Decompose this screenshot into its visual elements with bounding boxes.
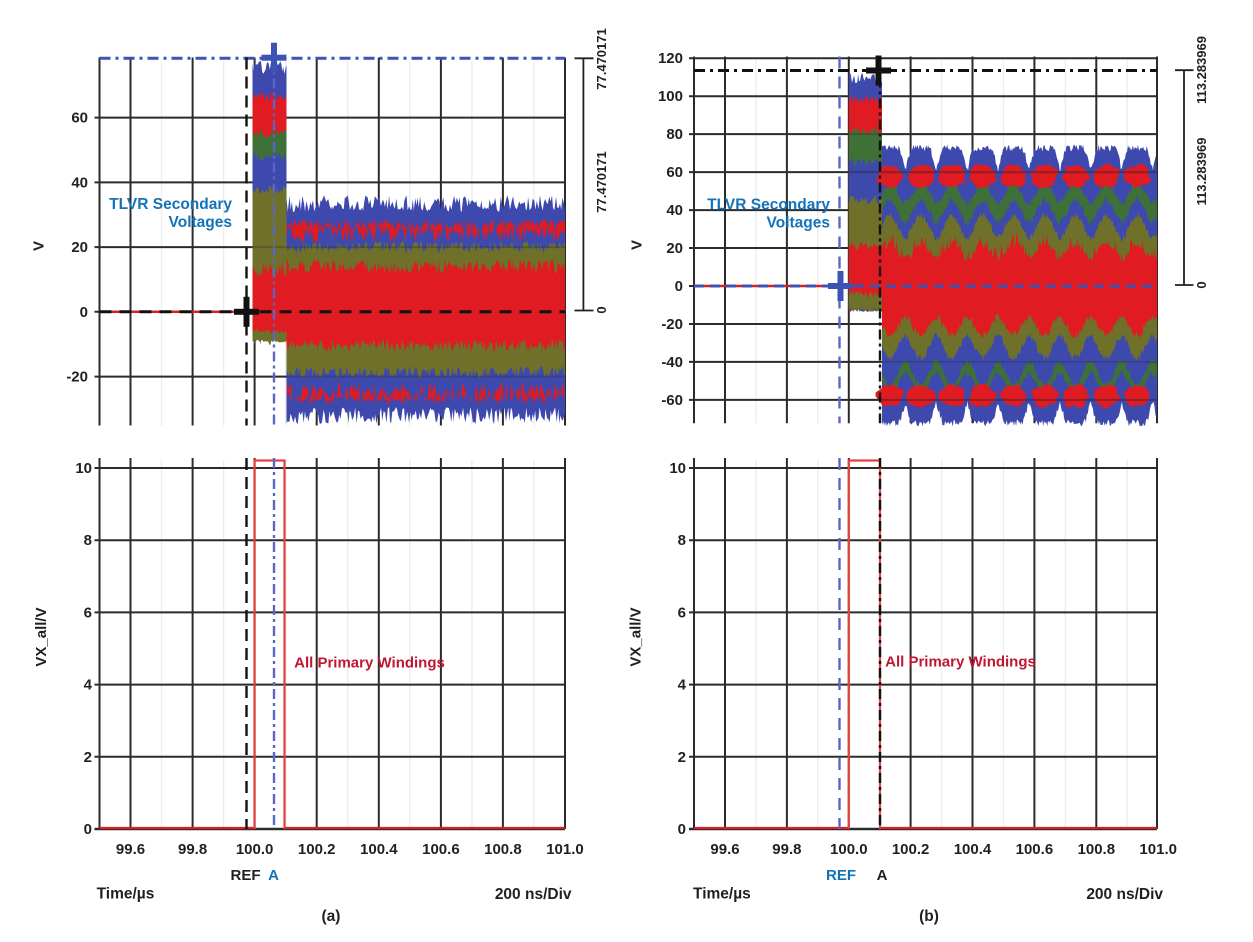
svg-text:V: V (31, 241, 48, 251)
svg-text:Voltages: Voltages (169, 214, 232, 231)
svg-text:10: 10 (669, 460, 686, 477)
svg-text:40: 40 (71, 174, 88, 191)
svg-text:60: 60 (666, 164, 683, 181)
svg-text:A: A (268, 867, 279, 884)
svg-text:100.8: 100.8 (1078, 841, 1116, 858)
svg-text:113.283969: 113.283969 (1194, 138, 1209, 206)
svg-text:VX_all/V: VX_all/V (628, 607, 645, 666)
svg-text:100: 100 (658, 88, 683, 105)
svg-text:REF: REF (826, 867, 856, 884)
svg-text:REF: REF (231, 867, 261, 884)
svg-text:200 ns/Div: 200 ns/Div (1086, 886, 1163, 903)
svg-text:99.8: 99.8 (772, 841, 801, 858)
svg-text:0: 0 (84, 821, 92, 838)
svg-text:77.470171: 77.470171 (594, 28, 609, 89)
svg-text:8: 8 (678, 532, 686, 549)
svg-text:-20: -20 (661, 316, 683, 333)
svg-text:113.283969: 113.283969 (1194, 36, 1209, 104)
svg-text:20: 20 (71, 239, 88, 256)
svg-text:101.0: 101.0 (1139, 841, 1177, 858)
svg-text:-20: -20 (66, 369, 88, 386)
svg-text:6: 6 (84, 604, 92, 621)
svg-text:VX_all/V: VX_all/V (33, 607, 50, 666)
svg-text:Time/µs: Time/µs (693, 886, 751, 903)
svg-text:77.470171: 77.470171 (594, 151, 609, 212)
svg-text:100.2: 100.2 (892, 841, 930, 858)
svg-text:80: 80 (666, 126, 683, 143)
svg-text:100.4: 100.4 (954, 841, 992, 858)
svg-text:All Primary Windings: All Primary Windings (294, 655, 445, 672)
svg-text:100.8: 100.8 (484, 841, 522, 858)
svg-text:Voltages: Voltages (767, 215, 830, 232)
svg-text:100.6: 100.6 (422, 841, 460, 858)
svg-text:6: 6 (678, 604, 686, 621)
svg-text:100.0: 100.0 (830, 841, 868, 858)
svg-text:4: 4 (84, 677, 93, 694)
svg-text:4: 4 (678, 677, 687, 694)
svg-text:2: 2 (678, 749, 686, 766)
svg-text:8: 8 (84, 532, 92, 549)
svg-text:60: 60 (71, 110, 88, 127)
svg-text:40: 40 (666, 202, 683, 219)
svg-text:100.4: 100.4 (360, 841, 398, 858)
svg-text:-40: -40 (661, 354, 683, 371)
svg-text:100.6: 100.6 (1016, 841, 1054, 858)
svg-text:TLVR Secondary: TLVR Secondary (109, 196, 232, 213)
svg-text:0: 0 (594, 306, 609, 313)
svg-text:2: 2 (84, 749, 92, 766)
svg-text:0: 0 (678, 821, 686, 838)
svg-text:120: 120 (658, 50, 683, 67)
svg-text:V: V (629, 240, 646, 250)
svg-text:All Primary Windings: All Primary Windings (885, 654, 1036, 671)
svg-text:-60: -60 (661, 392, 683, 409)
svg-text:99.8: 99.8 (178, 841, 207, 858)
svg-text:Time/µs: Time/µs (97, 886, 155, 903)
svg-text:100.2: 100.2 (298, 841, 336, 858)
svg-text:20: 20 (666, 240, 683, 257)
svg-text:101.0: 101.0 (546, 841, 584, 858)
svg-text:0: 0 (1194, 281, 1209, 288)
svg-text:TLVR Secondary: TLVR Secondary (707, 197, 830, 214)
svg-text:0: 0 (80, 304, 88, 321)
svg-text:99.6: 99.6 (116, 841, 145, 858)
svg-text:99.6: 99.6 (710, 841, 739, 858)
svg-text:(a): (a) (322, 908, 341, 925)
svg-text:A: A (877, 867, 888, 884)
svg-text:0: 0 (675, 278, 683, 295)
svg-text:100.0: 100.0 (236, 841, 274, 858)
svg-text:10: 10 (75, 460, 92, 477)
svg-text:(b): (b) (919, 908, 939, 925)
svg-text:200 ns/Div: 200 ns/Div (495, 886, 572, 903)
